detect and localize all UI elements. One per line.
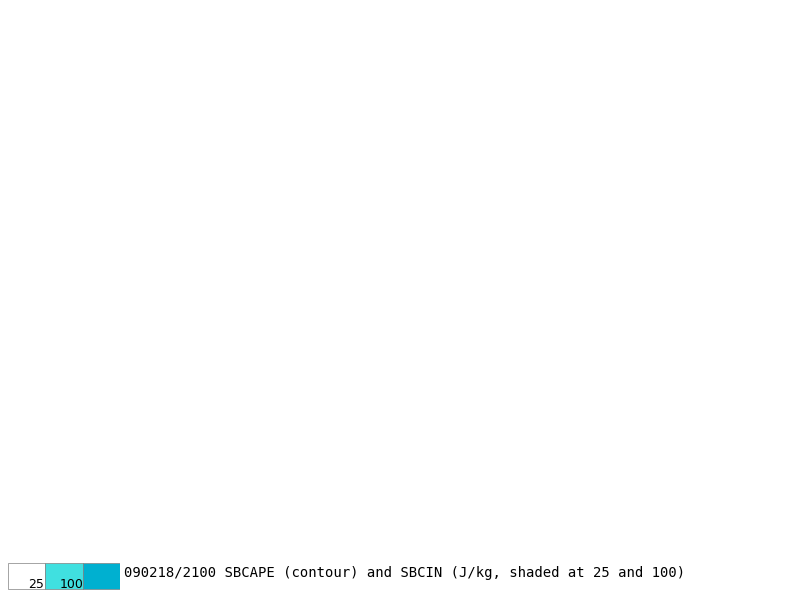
- Bar: [46, 563, 82, 589]
- Text: 090218/2100 SBCAPE (contour) and SBCIN (J/kg, shaded at 25 and 100): 090218/2100 SBCAPE (contour) and SBCIN (…: [124, 566, 685, 580]
- Bar: [8, 563, 46, 589]
- Bar: [82, 563, 120, 589]
- Text: 25: 25: [28, 578, 44, 592]
- Text: 100: 100: [60, 578, 84, 592]
